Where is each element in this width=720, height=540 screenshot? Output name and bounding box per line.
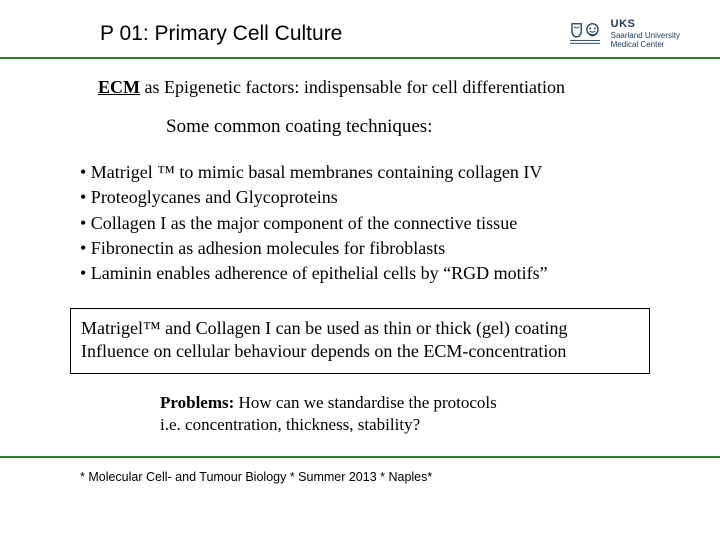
- slide-content: ECM as Epigenetic factors: indispensable…: [0, 59, 720, 436]
- uks-crest-icon: [565, 19, 605, 49]
- list-item: • Proteoglycanes and Glycoproteins: [80, 185, 670, 209]
- logo-line3: Medical Center: [611, 40, 680, 49]
- problems-lead: Problems:: [160, 393, 234, 412]
- list-item: • Laminin enables adherence of epithelia…: [80, 261, 670, 285]
- slide-header: P 01: Primary Cell Culture UKS Saarland …: [0, 0, 720, 57]
- subtitle: ECM as Epigenetic factors: indispensable…: [98, 77, 670, 98]
- list-item: • Matrigel ™ to mimic basal membranes co…: [80, 160, 670, 184]
- problems-line1: Problems: How can we standardise the pro…: [160, 392, 670, 414]
- framed-line1: Matrigel™ and Collagen I can be used as …: [81, 317, 639, 340]
- problems-rest: How can we standardise the protocols: [234, 393, 496, 412]
- list-item: • Fibronectin as adhesion molecules for …: [80, 236, 670, 260]
- problems-line2: i.e. concentration, thickness, stability…: [160, 414, 670, 436]
- logo-text: UKS Saarland University Medical Center: [611, 18, 680, 49]
- subtitle-rest: as Epigenetic factors: indispensable for…: [140, 77, 565, 97]
- bullet-list: • Matrigel ™ to mimic basal membranes co…: [80, 160, 670, 285]
- logo-line1: UKS: [611, 18, 680, 31]
- framed-note: Matrigel™ and Collagen I can be used as …: [70, 308, 650, 375]
- footer-text: * Molecular Cell- and Tumour Biology * S…: [0, 458, 720, 484]
- institution-logo: UKS Saarland University Medical Center: [565, 18, 680, 49]
- section-intro: Some common coating techniques:: [166, 116, 670, 138]
- logo-line2: Saarland University: [611, 31, 680, 40]
- list-item: • Collagen I as the major component of t…: [80, 211, 670, 235]
- framed-line2: Influence on cellular behaviour depends …: [81, 340, 639, 363]
- subtitle-lead: ECM: [98, 77, 140, 97]
- problems-block: Problems: How can we standardise the pro…: [160, 392, 670, 436]
- page-title: P 01: Primary Cell Culture: [100, 22, 342, 46]
